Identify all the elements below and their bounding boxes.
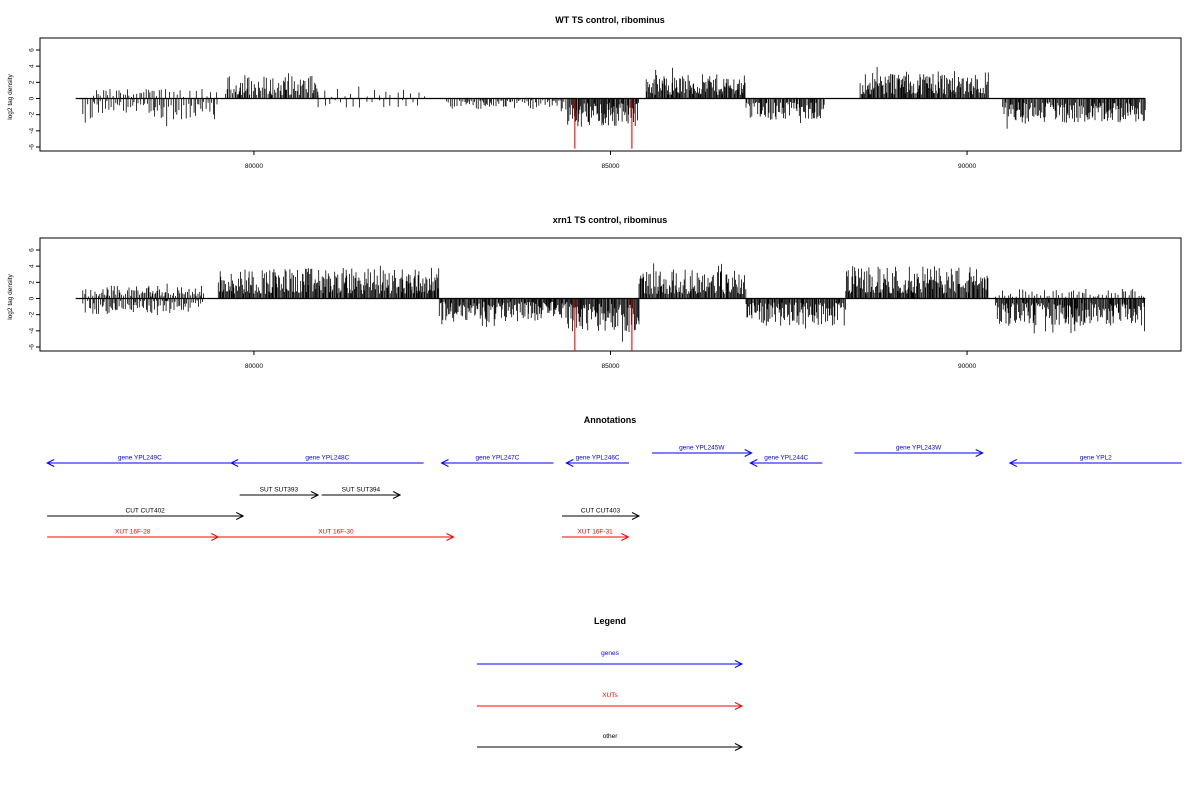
y-tick-label: -6 <box>29 344 36 350</box>
y-tick-label: 0 <box>29 296 36 300</box>
bars-group <box>82 67 1146 149</box>
feature-label: gene YPL244C <box>764 455 808 462</box>
feature-label: gene YPL243W <box>896 445 942 452</box>
chart-title: WT TS control, ribominus <box>555 15 665 25</box>
panel-wt: WT TS control, ribominus log2 tag densit… <box>7 15 1182 170</box>
arrow-head <box>1008 459 1018 467</box>
y-tick-label: 2 <box>29 280 36 284</box>
y-tick-label: 6 <box>29 248 36 252</box>
plot-frame <box>39 237 1182 352</box>
y-tick-label: -2 <box>29 311 36 317</box>
arrow-head <box>734 743 744 751</box>
arrow-head <box>621 533 630 541</box>
legend-label: XUTs <box>602 692 618 699</box>
feature-label: gene YPL2 <box>1080 455 1112 462</box>
feature-label: gene YPL245W <box>679 445 725 452</box>
feature-arrow: SUT SUT393 <box>239 487 320 499</box>
arrow-head <box>565 459 574 467</box>
y-tick-label: -4 <box>29 328 36 334</box>
y-tick-label: 4 <box>29 264 36 268</box>
feature-arrow: gene YPL247C <box>440 455 554 467</box>
legend: genes XUTs other <box>477 650 744 751</box>
chart-title: xrn1 TS control, ribominus <box>553 215 668 225</box>
feature-label: CUT CUT402 <box>126 508 166 515</box>
y-tick-label: 6 <box>29 48 36 52</box>
axis-ticks: -6 -4 -2 0 2 4 6 80000 85000 90000 <box>29 48 977 170</box>
feature-label: XUT 16F-30 <box>318 529 354 536</box>
y-tick-label: -4 <box>29 128 36 134</box>
legend-arrow: other <box>477 733 744 751</box>
axis-ticks: -6 -4 -2 0 2 4 6 80000 85000 90000 <box>29 248 977 370</box>
annotations-title: Annotations <box>584 415 637 425</box>
legend-label: other <box>603 733 619 740</box>
y-axis-label: log2 tag density <box>7 73 14 119</box>
feature-label: gene YPL249C <box>118 455 162 462</box>
annotation-tracks: gene YPL249C gene YPL248C gene YPL247C gene… <box>46 445 1182 541</box>
arrow-head <box>46 459 55 467</box>
feature-arrow: XUT 16F-31 <box>562 529 630 541</box>
feature-arrow: gene YPL248C <box>229 455 424 467</box>
legend-title: Legend <box>594 616 626 626</box>
feature-arrow: CUT CUT403 <box>562 508 641 520</box>
arrow-head <box>392 491 402 499</box>
feature-arrow: gene YPL244C <box>749 455 823 467</box>
y-tick-label: 4 <box>29 64 36 68</box>
y-tick-label: 0 <box>29 96 36 100</box>
x-tick-label: 85000 <box>601 163 619 170</box>
feature-arrow: gene YPL249C <box>46 455 233 467</box>
x-tick-label: 90000 <box>958 163 976 170</box>
panel-xrn1: xrn1 TS control, ribominus log2 tag dens… <box>7 215 1182 370</box>
x-tick-label: 80000 <box>245 363 263 370</box>
arrow-head <box>744 449 753 457</box>
x-tick-label: 85000 <box>601 363 619 370</box>
feature-label: gene YPL248C <box>305 455 349 462</box>
feature-label: XUT 16F-31 <box>578 529 614 536</box>
y-tick-label: -6 <box>29 144 36 150</box>
feature-label: SUT SUT393 <box>260 487 299 494</box>
feature-arrow: SUT SUT394 <box>321 487 402 499</box>
legend-label: genes <box>601 650 619 657</box>
y-axis-label: log2 tag density <box>7 273 14 319</box>
legend-arrow: XUTs <box>477 692 744 710</box>
feature-arrow: gene YPL246C <box>565 455 630 467</box>
arrow-head <box>310 491 320 499</box>
legend-arrow: genes <box>477 650 744 668</box>
arrow-head <box>749 459 758 467</box>
feature-label: SUT SUT394 <box>342 487 381 494</box>
feature-label: XUT 16F-28 <box>115 529 151 536</box>
feature-arrow: gene YPL245W <box>651 445 753 457</box>
feature-label: gene YPL247C <box>475 455 519 462</box>
bars-group <box>82 263 1145 351</box>
arrow-head <box>229 459 239 467</box>
feature-arrow: XUT 16F-30 <box>218 529 455 541</box>
feature-arrow: CUT CUT402 <box>47 508 245 520</box>
plot-frame <box>39 37 1182 152</box>
feature-arrow: XUT 16F-28 <box>47 529 220 541</box>
y-tick-label: -2 <box>29 111 36 117</box>
x-tick-label: 80000 <box>245 163 263 170</box>
arrow-head <box>440 459 449 467</box>
arrow-head <box>236 512 245 520</box>
y-tick-label: 2 <box>29 80 36 84</box>
arrow-head <box>734 660 744 668</box>
x-tick-label: 90000 <box>958 363 976 370</box>
arrow-head <box>975 449 984 457</box>
arrow-head <box>631 512 641 520</box>
feature-label: CUT CUT403 <box>581 508 621 515</box>
arrow-head <box>446 533 455 541</box>
feature-arrow: gene YPL2 <box>1008 455 1182 467</box>
feature-label: gene YPL246C <box>576 455 620 462</box>
feature-arrow: gene YPL243W <box>854 445 984 457</box>
arrow-head <box>734 702 744 710</box>
